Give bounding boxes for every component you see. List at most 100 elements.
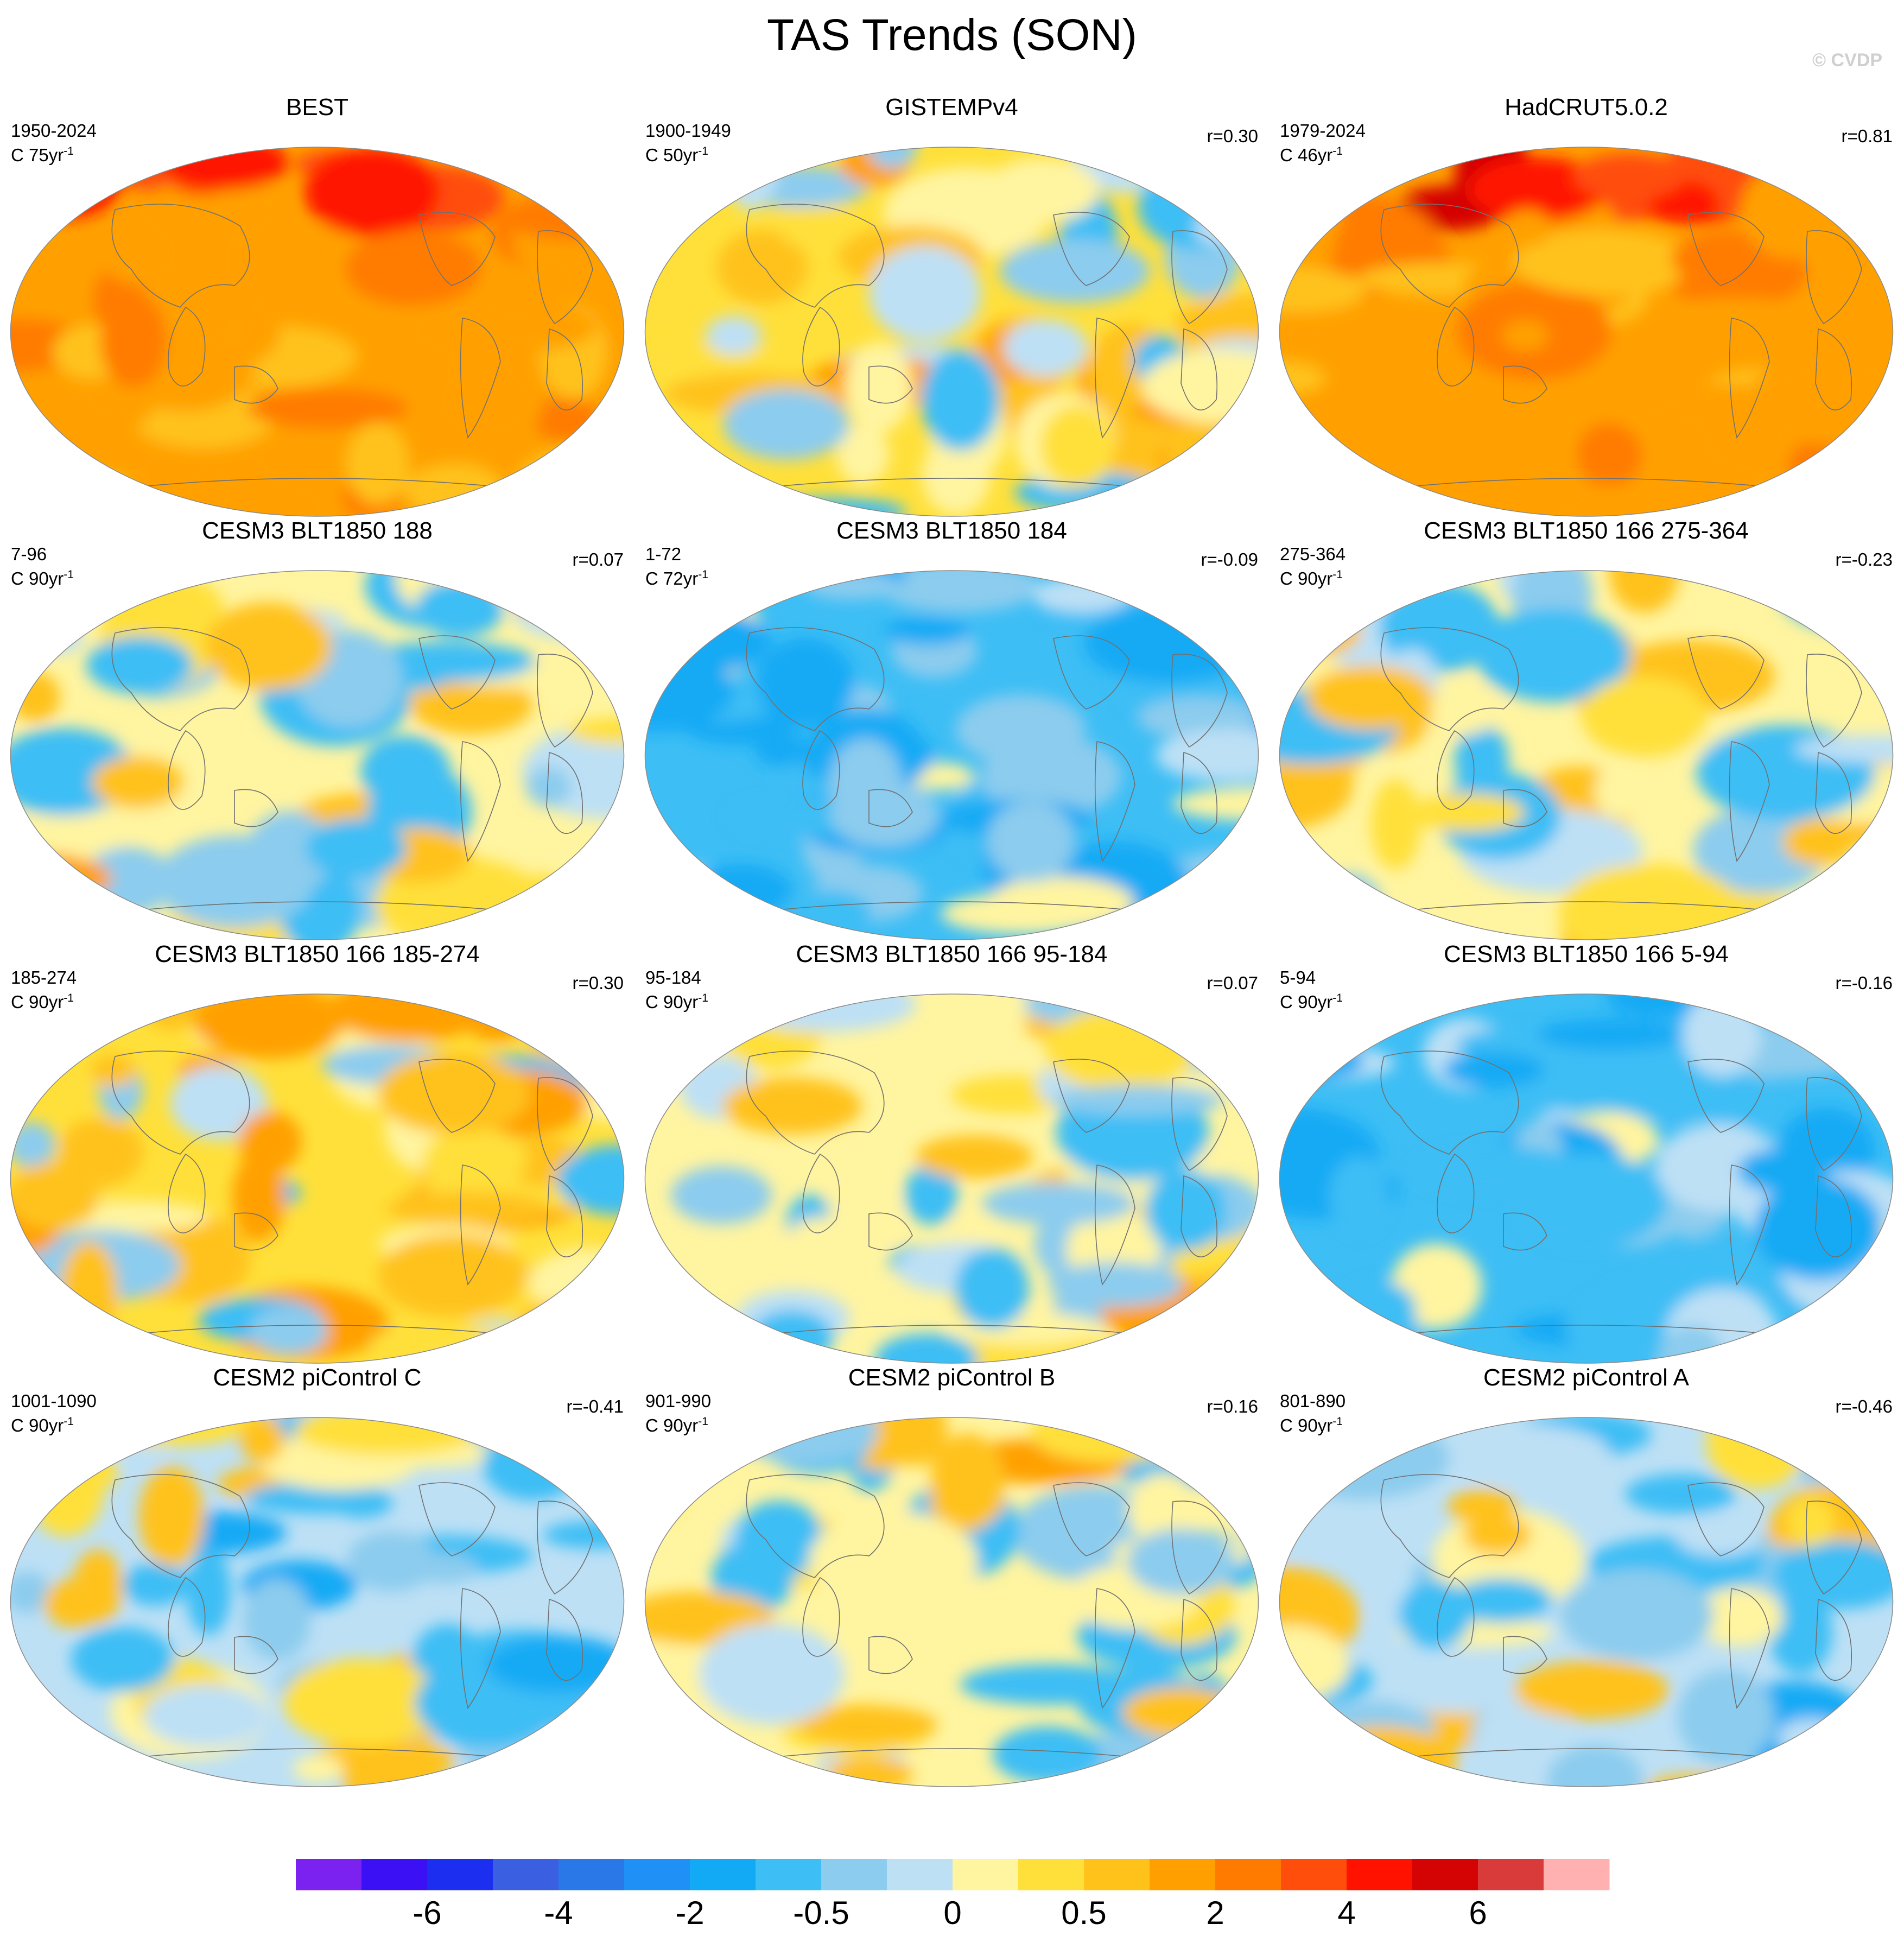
trend-anomaly (205, 602, 332, 691)
coastline (537, 230, 593, 325)
units-suffix: yr (683, 145, 699, 165)
trend-anomaly (921, 350, 1000, 451)
trend-anomaly (71, 1626, 174, 1692)
trend-anomaly (360, 735, 451, 807)
trend-anomaly (329, 994, 489, 1042)
panel-correlation: r=0.81 (1841, 126, 1893, 146)
colorbar-swatch (1215, 1859, 1281, 1890)
trend-anomaly (1138, 697, 1259, 739)
coastline (234, 1636, 278, 1674)
coastline (1687, 212, 1765, 286)
trend-anomaly (247, 388, 408, 428)
map-panel: CESM3 BLT1850 166 275-364 275-364 C 90yr-1… (1269, 516, 1903, 945)
trend-anomaly (1040, 405, 1114, 489)
trend-anomaly (828, 1175, 900, 1249)
panel-title: BEST (286, 94, 348, 121)
panel-years: 901-990 (645, 1391, 712, 1411)
trend-anomaly (1651, 298, 1822, 333)
units-prefix: C (11, 145, 24, 165)
map-panel: CESM3 BLT1850 166 5-94 5-94 C 90yr-1 r=-0.1… (1269, 939, 1903, 1368)
coastline (234, 365, 278, 404)
colorbar-swatch (1281, 1859, 1347, 1890)
colorbar-swatch (1150, 1859, 1216, 1890)
map-plot (644, 993, 1259, 1364)
units-exponent: -1 (1332, 145, 1343, 157)
coastline (546, 751, 583, 834)
trend-anomaly (1048, 1262, 1184, 1307)
panel-correlation: r=-0.23 (1835, 549, 1893, 569)
panel-years: 275-364 (1280, 544, 1346, 564)
map-plot (644, 1417, 1259, 1787)
coastline (168, 1153, 206, 1233)
trend-anomaly (1469, 157, 1606, 222)
coastline (111, 1050, 250, 1155)
trend-anomaly (1794, 735, 1893, 763)
trend-anomaly (878, 571, 1039, 613)
panel-title: CESM3 BLT1850 184 (836, 517, 1067, 544)
trend-anomaly (293, 1755, 344, 1783)
trend-anomaly (1581, 676, 1708, 757)
units-prefix: C (645, 992, 658, 1012)
map-outline (10, 147, 625, 517)
trend-anomaly (10, 1162, 100, 1230)
coastline (168, 1577, 206, 1657)
colorbar-swatch (821, 1859, 887, 1890)
coastline (111, 627, 250, 731)
coastline (1411, 1748, 1765, 1757)
panel-correlation: r=0.07 (1207, 973, 1259, 993)
trend-anomaly (100, 294, 167, 388)
trend-anomaly (874, 1333, 979, 1363)
trend-anomaly (1451, 1578, 1553, 1623)
trend-anomaly (377, 1235, 526, 1317)
panel-title: CESM2 piControl A (1483, 1364, 1690, 1391)
units-prefix: C (1280, 992, 1293, 1012)
units-suffix: yr (683, 992, 699, 1012)
units-suffix: yr (1317, 145, 1333, 165)
trend-anomaly (987, 801, 1075, 882)
coastline (1053, 212, 1130, 286)
map-panel: GISTEMPv4 1900-1949 C 50yr-1 r=0.30 (634, 92, 1269, 521)
panel-units: C 90yr-1 (1280, 1412, 1343, 1436)
coastline (802, 730, 840, 810)
coastline (1437, 1577, 1475, 1657)
trend-anomaly (1546, 1745, 1643, 1787)
coastline (1806, 1501, 1862, 1595)
trend-anomaly (1052, 1085, 1224, 1116)
colorbar-swatch (558, 1859, 625, 1890)
trend-anomaly (283, 1658, 443, 1746)
coastline (1181, 1598, 1218, 1681)
trend-anomaly (1537, 1018, 1685, 1051)
units-prefix: C (11, 992, 24, 1012)
trend-anomaly (716, 230, 808, 305)
coastline (168, 306, 206, 387)
trend-anomaly (836, 422, 890, 485)
colorbar-swatch (1018, 1859, 1084, 1890)
coastline (746, 627, 885, 731)
units-suffix: yr (683, 1415, 699, 1435)
panel-years: 1001-1090 (11, 1391, 97, 1411)
coastline (537, 1077, 593, 1172)
units-prefix: C (645, 1415, 658, 1435)
colorbar-tick-label: -2 (675, 1895, 704, 1931)
units-value: 46 (1298, 145, 1318, 165)
units-prefix: C (11, 1415, 24, 1435)
panel-years: 1979-2024 (1280, 121, 1366, 141)
trend-anomaly (786, 1217, 849, 1271)
units-suffix: yr (48, 568, 64, 588)
trend-anomaly (1503, 210, 1551, 246)
trend-anomaly (186, 1547, 231, 1636)
coastline (1094, 741, 1135, 862)
trend-anomaly (869, 246, 982, 341)
units-suffix: yr (683, 568, 699, 588)
trend-anomaly (1501, 319, 1549, 352)
trend-anomaly (346, 422, 410, 505)
map-outline (10, 1417, 625, 1787)
trend-anomaly (206, 467, 340, 516)
trend-anomaly (809, 1511, 978, 1611)
panel-correlation: r=-0.41 (566, 1396, 624, 1416)
colorbar-tick-label: 6 (1469, 1895, 1487, 1931)
trend-anomaly (1306, 665, 1433, 730)
trend-anomaly (246, 811, 333, 894)
map-outline (1279, 147, 1894, 517)
colorbar-tick-label: -0.5 (793, 1895, 849, 1931)
